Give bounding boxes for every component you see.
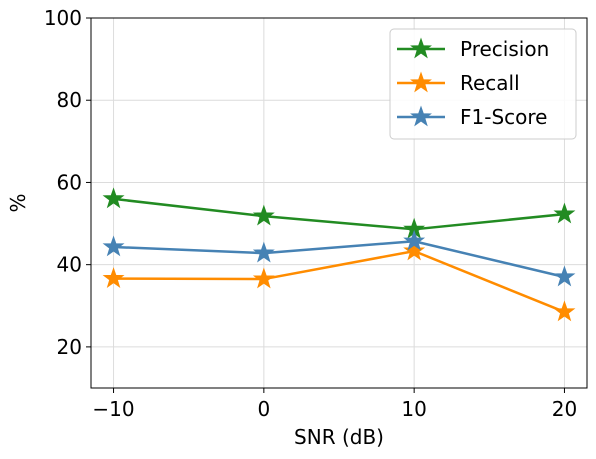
x-tick-label: −10 bbox=[92, 397, 134, 421]
data-point-f1-score bbox=[102, 235, 125, 257]
y-axis-label: % bbox=[6, 193, 30, 212]
x-tick-label: 0 bbox=[257, 397, 270, 421]
y-tick-label: 100 bbox=[44, 6, 82, 30]
y-tick-label: 60 bbox=[57, 170, 82, 194]
y-tick-label: 20 bbox=[57, 335, 82, 359]
x-tick-label: 10 bbox=[401, 397, 426, 421]
data-point-recall bbox=[553, 300, 576, 322]
legend-label-recall: Recall bbox=[460, 71, 520, 95]
legend-label-precision: Precision bbox=[460, 37, 549, 61]
series-precision bbox=[102, 187, 576, 239]
x-axis-label: SNR (dB) bbox=[294, 425, 384, 449]
data-point-precision bbox=[252, 204, 275, 226]
data-point-precision bbox=[102, 187, 125, 209]
x-tick-label: 20 bbox=[552, 397, 577, 421]
data-point-recall bbox=[252, 267, 275, 289]
data-point-precision bbox=[553, 202, 576, 224]
series-recall bbox=[102, 239, 576, 322]
data-point-recall bbox=[403, 239, 426, 261]
series-f1-score bbox=[102, 229, 576, 287]
series-layer bbox=[102, 187, 576, 322]
data-point-f1-score bbox=[553, 265, 576, 287]
data-point-f1-score bbox=[252, 241, 275, 263]
legend-marker-precision bbox=[410, 37, 432, 59]
y-tick-label: 80 bbox=[57, 88, 82, 112]
y-tick-label: 40 bbox=[57, 253, 82, 277]
legend-label-f1-score: F1-Score bbox=[460, 105, 547, 129]
ticks: −10 0 10 20 20 40 60 80 100 bbox=[44, 6, 577, 421]
series-line-f1-score bbox=[113, 239, 565, 279]
series-line-precision bbox=[113, 197, 565, 231]
legend-entry-precision: Precision bbox=[397, 37, 549, 61]
legend-entry-recall: Recall bbox=[397, 71, 520, 95]
legend-entry-f1-score: F1-Score bbox=[397, 105, 547, 129]
legend: Precision Recall F1-Score bbox=[389, 28, 577, 140]
legend-box bbox=[389, 28, 577, 140]
plot-frame bbox=[90, 17, 588, 389]
data-point-f1-score bbox=[403, 229, 426, 251]
legend-marker-f1-score bbox=[410, 105, 432, 127]
legend-marker-recall bbox=[410, 71, 432, 93]
series-line-recall bbox=[113, 249, 565, 314]
data-point-recall bbox=[102, 267, 125, 288]
